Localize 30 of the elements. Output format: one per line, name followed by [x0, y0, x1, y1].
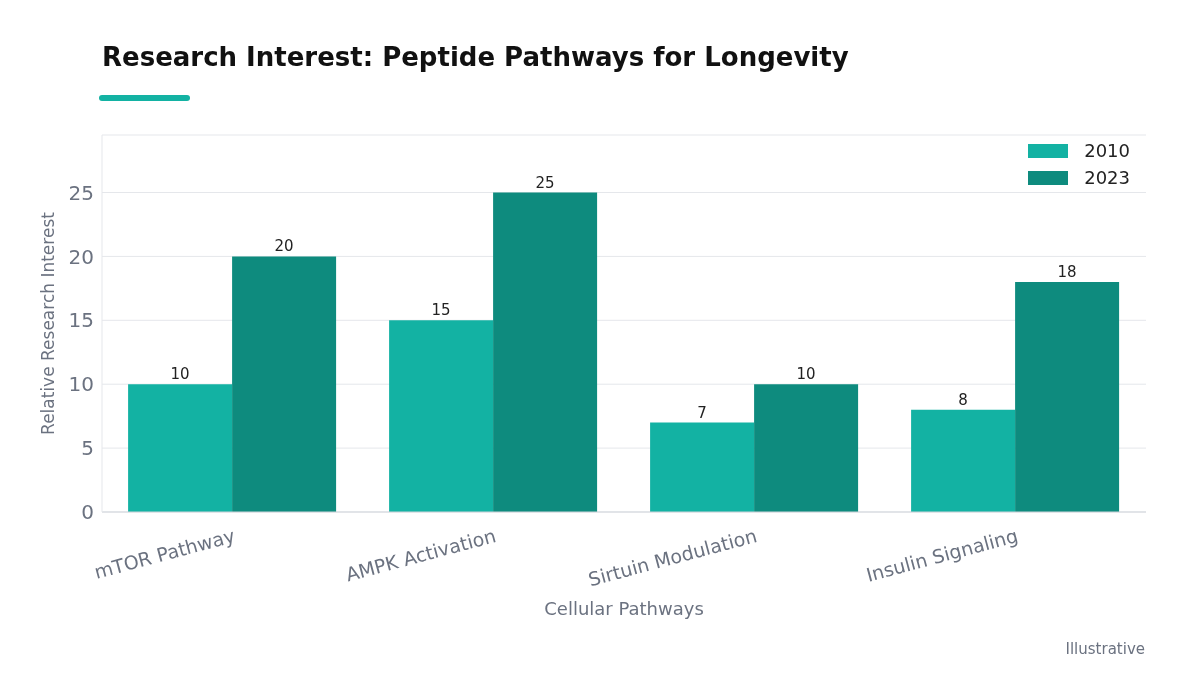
y-tick-label: 10 [68, 372, 94, 397]
y-axis-title: Relative Research Interest [38, 211, 59, 435]
x-axis-title: Cellular Pathways [544, 598, 704, 619]
chart-title: Research Interest: Peptide Pathways for Longevity [102, 42, 849, 72]
bar [911, 409, 1016, 512]
y-tick-label: 25 [68, 180, 94, 205]
bar [754, 384, 859, 512]
data-label: 7 [697, 403, 707, 422]
data-label: 20 [274, 237, 294, 256]
bar [128, 384, 233, 512]
data-label: 18 [1057, 262, 1077, 281]
data-label: 15 [431, 301, 451, 320]
data-label: 25 [535, 173, 555, 192]
bar [1015, 281, 1120, 512]
y-tick-label: 0 [81, 500, 94, 525]
bar [493, 192, 598, 512]
data-label: 8 [958, 390, 968, 409]
bar [650, 422, 755, 512]
bar [232, 256, 337, 512]
legend-label: 2023 [1084, 167, 1130, 188]
data-label: 10 [170, 365, 190, 384]
y-tick-label: 15 [68, 308, 94, 333]
x-tick-label: Insulin Signaling [863, 524, 1021, 586]
y-tick-label: 20 [68, 244, 94, 269]
y-tick-label: 5 [81, 436, 94, 461]
legend-label: 2010 [1084, 140, 1130, 161]
bar [389, 320, 494, 512]
text: Illustrative [1065, 640, 1145, 658]
data-label: 10 [796, 365, 816, 384]
x-tick-label: mTOR Pathway [91, 524, 238, 583]
